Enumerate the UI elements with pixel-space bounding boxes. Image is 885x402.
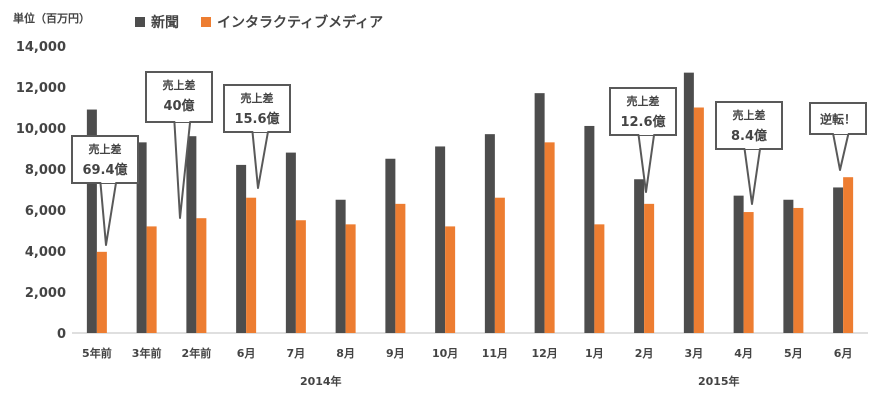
legend-item-newspaper: 新聞 — [135, 12, 179, 32]
legend: 新聞 インタラクティブメディア — [135, 12, 405, 32]
x-tick-label: 4月 — [734, 347, 753, 360]
year-group-label: 2014年 — [300, 374, 342, 388]
x-tick-label: 10月 — [432, 347, 458, 360]
x-tick-label: 11月 — [482, 347, 508, 360]
callout-pointer — [831, 131, 850, 171]
callout-title: 売上差 — [163, 78, 196, 92]
x-tick-label: 12月 — [531, 347, 557, 360]
callout-pointer — [99, 180, 118, 246]
y-tick-label: 10,000 — [16, 122, 66, 137]
callout-seam — [101, 180, 116, 183]
bar-interactive — [246, 197, 257, 333]
legend-swatch-newspaper — [135, 17, 145, 27]
x-tick-label: 5年前 — [82, 346, 112, 360]
x-tick-label: 8月 — [336, 347, 355, 360]
x-tick-label: 6月 — [237, 347, 256, 360]
bar-interactive — [644, 203, 655, 333]
unit-label: 単位（百万円） — [13, 12, 90, 25]
legend-swatch-interactive — [201, 17, 211, 27]
bar-newspaper — [534, 93, 545, 334]
bar-interactive — [793, 207, 804, 333]
legend-label-newspaper: 新聞 — [151, 15, 179, 31]
callout-title: 売上差 — [89, 142, 122, 156]
callout-box — [223, 84, 291, 133]
legend-item-interactive: インタラクティブメディア — [201, 12, 383, 32]
callout-value: 40億 — [163, 98, 194, 114]
bar-interactive — [96, 251, 107, 333]
y-tick-label: 0 — [57, 327, 66, 342]
x-tick-label: 2年前 — [182, 346, 212, 360]
legend-label-interactive: インタラクティブメディア — [217, 15, 384, 31]
callout-title: 売上差 — [733, 108, 766, 122]
bar-newspaper — [385, 158, 396, 333]
x-tick-label: 7月 — [287, 347, 306, 360]
callout-seam — [833, 131, 848, 134]
x-tick-label: 6月 — [834, 347, 853, 360]
callout-pointer — [743, 146, 762, 205]
bar-interactive — [843, 177, 854, 333]
x-tick-label: 1月 — [585, 347, 604, 360]
bar-newspaper — [435, 146, 446, 333]
bar-interactive — [693, 107, 704, 333]
bar-newspaper — [733, 195, 744, 333]
bar-newspaper — [236, 164, 247, 333]
callout-value: 69.4億 — [82, 162, 127, 178]
bar-newspaper — [783, 199, 794, 333]
bar-interactive — [345, 224, 356, 333]
y-tick-label: 4,000 — [25, 245, 66, 260]
callout-seam — [253, 129, 268, 132]
callout-text: 逆転！ — [820, 112, 856, 127]
bar-interactive — [544, 142, 555, 333]
callout-seam — [639, 132, 654, 135]
y-tick-label: 12,000 — [16, 81, 66, 96]
x-tick-label: 2月 — [635, 347, 654, 360]
bar-newspaper — [186, 136, 197, 333]
x-tick-label: 3年前 — [132, 346, 162, 360]
year-group-label: 2015年 — [698, 374, 740, 388]
bar-interactive — [494, 197, 505, 333]
bar-interactive — [395, 203, 406, 333]
callout-box — [71, 135, 139, 184]
bar-newspaper — [683, 72, 694, 334]
callout-value: 15.6億 — [234, 111, 279, 127]
bar-newspaper — [584, 125, 595, 333]
bar-interactive — [445, 226, 456, 333]
bar-interactive — [594, 224, 605, 333]
y-tick-label: 14,000 — [16, 40, 66, 55]
bar-interactive — [295, 220, 306, 333]
bar-newspaper — [86, 109, 97, 333]
callout-box — [145, 71, 213, 123]
bar-interactive — [146, 226, 157, 333]
bar-newspaper — [833, 187, 844, 333]
callout-pointer — [251, 129, 270, 189]
bar-newspaper — [484, 134, 495, 333]
callout-seam — [745, 146, 760, 149]
bar-newspaper — [634, 179, 645, 333]
callout-title: 売上差 — [627, 94, 660, 108]
callout-value: 12.6億 — [620, 114, 665, 130]
callout-value: 8.4億 — [731, 128, 767, 144]
bar-interactive — [743, 212, 754, 333]
y-tick-label: 8,000 — [25, 163, 66, 178]
x-tick-label: 5月 — [784, 347, 803, 360]
x-tick-label: 3月 — [685, 347, 704, 360]
bar-newspaper — [335, 199, 346, 333]
callout-title: 売上差 — [241, 91, 274, 105]
callout-box — [609, 87, 677, 136]
y-tick-label: 2,000 — [25, 286, 66, 301]
x-tick-label: 9月 — [386, 347, 405, 360]
bar-newspaper — [285, 152, 296, 333]
callout-box — [715, 101, 783, 150]
bar-newspaper — [136, 142, 147, 333]
callout-seam — [175, 119, 190, 122]
y-tick-label: 6,000 — [25, 204, 66, 219]
bar-interactive — [196, 218, 207, 333]
